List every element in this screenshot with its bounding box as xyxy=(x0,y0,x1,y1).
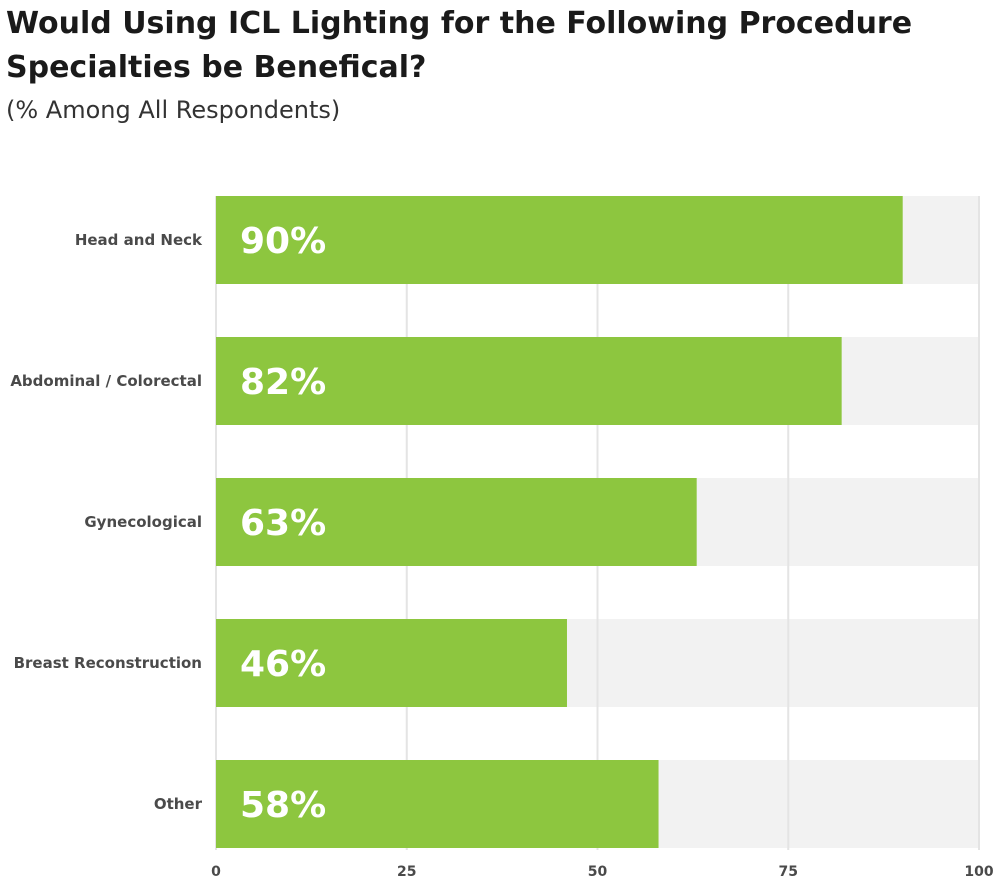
chart-subtitle: (% Among All Respondents) xyxy=(6,96,341,124)
bar-value-label: 46% xyxy=(240,644,326,685)
category-label: Abdominal / Colorectal xyxy=(10,372,202,390)
bar xyxy=(216,760,659,848)
chart-title: Would Using ICL Lighting for the Followi… xyxy=(6,6,913,85)
bar-value-label: 82% xyxy=(240,362,326,403)
category-label: Other xyxy=(154,795,203,813)
bar xyxy=(216,478,697,566)
x-tick-label: 75 xyxy=(779,864,798,880)
bar-value-label: 63% xyxy=(240,503,326,544)
category-label: Head and Neck xyxy=(75,231,203,249)
x-tick-label: 100 xyxy=(964,864,993,880)
bar xyxy=(216,196,903,284)
x-tick-label: 25 xyxy=(397,864,416,880)
bar-value-label: 58% xyxy=(240,785,326,826)
bar xyxy=(216,337,842,425)
category-label: Breast Reconstruction xyxy=(14,654,202,672)
bar-value-label: 90% xyxy=(240,221,326,262)
category-label: Gynecological xyxy=(84,513,202,531)
x-tick-label: 0 xyxy=(211,864,221,880)
bar xyxy=(216,619,567,707)
x-tick-label: 50 xyxy=(588,864,608,880)
